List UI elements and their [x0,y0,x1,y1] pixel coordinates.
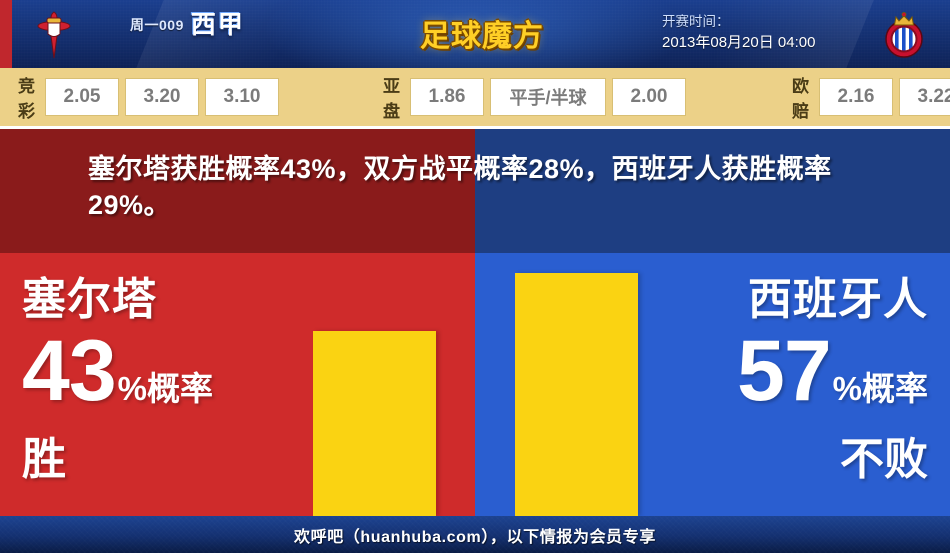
away-percent-row: 57 %概率 [736,323,928,419]
probability-comparison-chart: 塞尔塔 43 %概率 胜 西班牙人 57 %概率 不败 [0,253,950,516]
home-panel: 塞尔塔 43 %概率 胜 [0,253,475,516]
site-footer: 欢呼吧（huanhuba.com），以下情报为会员专享 [0,516,950,553]
away-probability-bar [515,273,638,516]
home-percent-suffix: %概率 [117,370,214,407]
home-percent-value: 43 [22,323,117,419]
brand-logo-text: 足球魔方 [420,11,544,55]
odds-label-oupei: 欧赔 [792,77,810,121]
odds-cell-jingcai-2[interactable]: 3.20 [125,78,199,116]
away-percent-value: 57 [736,323,832,419]
header-red-strip [0,0,12,68]
footer-texture [0,516,950,553]
odds-label-yapan: 亚盘 [383,77,401,121]
home-team-name: 塞尔塔 [22,275,157,324]
odds-group-yapan: 亚盘 1.86 平手/半球 2.00 [383,72,692,122]
odds-group-oupei: 欧赔 2.16 3.22 3.26 [792,72,950,122]
match-meta: 周一009 西甲 [130,13,245,38]
header-texture [0,0,950,68]
odds-cell-yapan-handicap[interactable]: 平手/半球 [490,78,606,116]
odds-cell-yapan-1[interactable]: 1.86 [410,78,484,116]
odds-cell-jingcai-3[interactable]: 3.10 [205,78,279,116]
away-percent-suffix: %概率 [832,370,928,407]
celta-vigo-crest [37,11,71,59]
away-team-name: 西班牙人 [748,275,928,324]
kickoff-label: 开赛时间： [662,14,730,29]
kickoff-block: 开赛时间： 2013年08月20日 04:00 [662,12,815,53]
odds-cell-oupei-2[interactable]: 3.22 [899,78,950,116]
odds-label-jingcai: 竞彩 [18,77,36,121]
kickoff-value: 2013年08月20日 04:00 [662,33,816,51]
banner-half-home [0,129,475,253]
brand-logo: 足球魔方 [418,10,546,56]
odds-group-jingcai: 竞彩 2.05 3.20 3.10 [18,72,285,122]
home-probability-bar [313,331,436,516]
footer-text: 欢呼吧（huanhuba.com），以下情报为会员专享 [294,528,656,546]
odds-cell-oupei-1[interactable]: 2.16 [819,78,893,116]
banner-half-away [475,129,950,253]
espanyol-crest [885,12,923,58]
home-outcome-label: 胜 [22,435,66,484]
away-outcome-label: 不败 [840,435,928,484]
league-name: 西甲 [190,11,245,39]
home-percent-row: 43 %概率 [22,323,214,419]
round-number: 周一009 [130,17,184,33]
probability-summary-text: 塞尔塔获胜概率43%，双方战平概率28%，西班牙人获胜概率29%。 [88,154,832,220]
odds-bar: 竞彩 2.05 3.20 3.10 亚盘 1.86 平手/半球 2.00 欧赔 … [0,68,950,126]
away-panel: 西班牙人 57 %概率 不败 [475,253,950,516]
odds-cell-yapan-2[interactable]: 2.00 [612,78,686,116]
odds-cell-jingcai-1[interactable]: 2.05 [45,78,119,116]
probability-summary-banner [0,129,950,253]
match-header: 周一009 西甲 足球魔方 开赛时间： 2013年08月20日 04:00 [0,0,950,68]
